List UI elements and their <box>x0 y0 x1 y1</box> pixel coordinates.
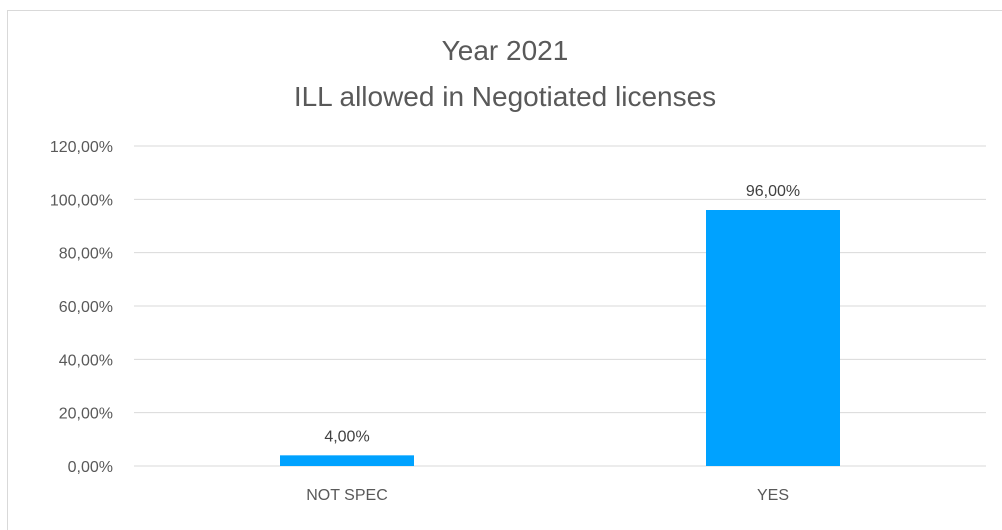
data-label: 96,00% <box>746 183 800 200</box>
y-tick-label: 80,00% <box>59 246 113 263</box>
bars <box>280 210 840 466</box>
bar-chart: Year 2021 ILL allowed in Negotiated lice… <box>50 35 986 504</box>
chart-title-line-1: Year 2021 <box>442 35 569 66</box>
x-category-label: YES <box>757 487 789 504</box>
y-tick-label: 20,00% <box>59 406 113 423</box>
y-tick-label: 60,00% <box>59 299 113 316</box>
chart-title-line-2: ILL allowed in Negotiated licenses <box>294 81 716 112</box>
bar-yes <box>706 210 840 466</box>
gridlines <box>134 145 986 467</box>
bar-not-spec <box>280 455 414 466</box>
x-category-label: NOT SPEC <box>306 487 388 504</box>
y-axis-tick-labels: 0,00% 20,00% 40,00% 60,00% 80,00% 100,00% 120,… <box>50 139 113 476</box>
y-tick-label: 100,00% <box>50 192 113 209</box>
x-axis-category-labels: NOT SPEC YES <box>306 487 789 504</box>
y-tick-label: 0,00% <box>68 459 113 476</box>
y-tick-label: 40,00% <box>59 352 113 369</box>
chart-title: Year 2021 ILL allowed in Negotiated lice… <box>294 35 716 112</box>
data-labels: 4,00% 96,00% <box>324 183 800 445</box>
y-tick-label: 120,00% <box>50 139 113 156</box>
data-label: 4,00% <box>324 428 369 445</box>
